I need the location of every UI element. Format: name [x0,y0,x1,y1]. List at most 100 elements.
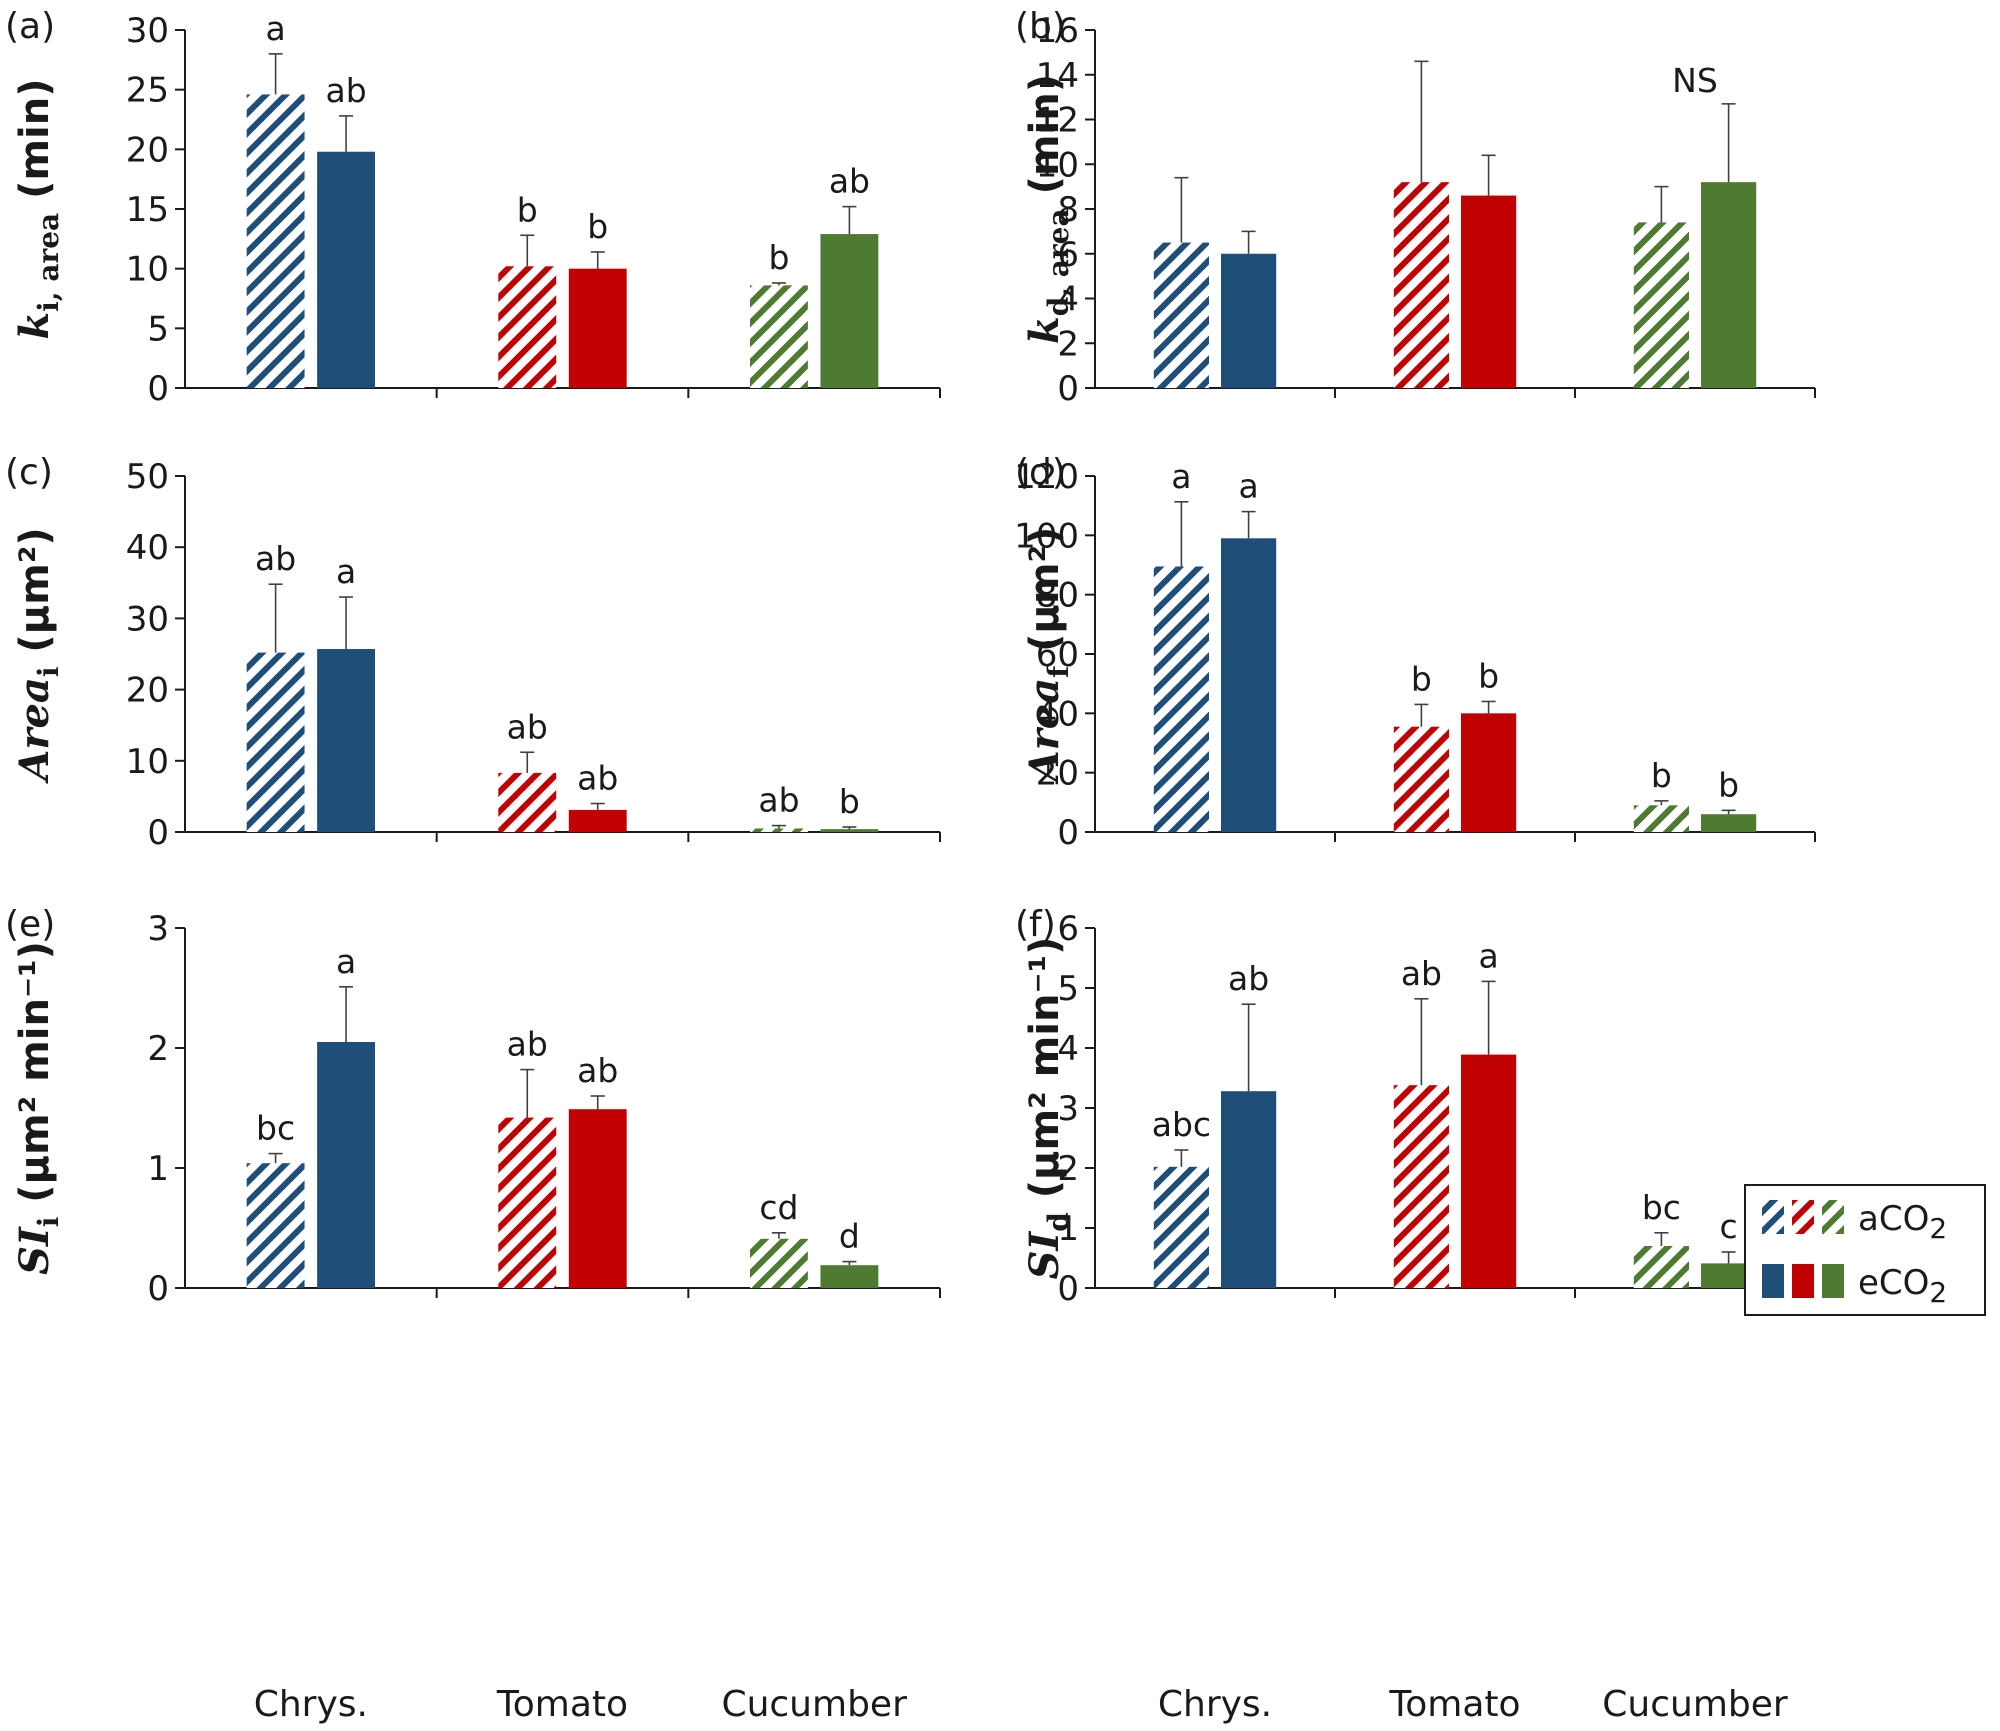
legend-box [1744,1184,1986,1316]
y-tick-label: 30 [126,11,169,51]
significance-label: ab [325,71,366,110]
legend: aCO2 eCO2 [1744,1184,1986,1316]
y-axis-title: SIi (µm² min⁻¹) [11,941,65,1275]
x-category-label: Tomato [496,1684,628,1725]
bar-tomato-eco2 [568,1109,627,1288]
y-tick-label: 15 [126,190,169,230]
significance-label: bc [256,1109,295,1148]
bar-chrys-aco2 [1153,566,1209,832]
panel-label: (d) [1015,452,1066,493]
x-category-label: Cucumber [1602,1684,1788,1725]
x-category-label: Chrys. [1158,1684,1272,1725]
significance-label: b [587,207,608,246]
y-tick-label: 100 [1014,516,1079,556]
bar-tomato-eco2 [568,268,627,388]
bar-chrys-aco2 [1153,1166,1209,1288]
significance-label: b [1651,756,1672,795]
y-tick-label: 3 [147,909,169,949]
y-tick-label: 60 [1036,635,1079,675]
y-tick-label: 120 [1014,457,1079,497]
bar-chrys-eco2 [317,1042,376,1288]
y-tick-label: 10 [126,742,169,782]
y-tick-label: 0 [147,813,169,853]
bar-chrys-eco2 [317,151,376,388]
y-tick-label: 0 [1057,369,1079,409]
y-tick-label: 2 [147,1029,169,1069]
significance-label: ab [1401,954,1442,993]
significance-label: ab [577,759,618,798]
panel-label: (c) [5,452,53,493]
significance-label: b [1478,656,1499,695]
significance-label: a [336,942,356,981]
y-tick-label: 20 [1036,754,1079,794]
bar-cucumber-eco2 [1701,814,1757,832]
bar-tomato-aco2 [498,266,557,388]
x-category-label: Cucumber [721,1684,907,1725]
bar-tomato-eco2 [1461,195,1517,388]
bar-cucumber-eco2 [820,1265,879,1288]
bar-cucumber-eco2 [820,829,879,832]
significance-label: ab [507,707,548,746]
y-tick-label: 14 [1036,56,1079,96]
y-tick-label: 0 [147,1269,169,1309]
y-tick-label: 0 [147,369,169,409]
bar-chrys-eco2 [1221,538,1277,832]
significance-label: a [1478,936,1498,975]
significance-label: ab [758,781,799,820]
y-tick-label: 5 [147,309,169,349]
legend-swatch-aco2-cucumber [1822,1200,1844,1234]
legend-swatch-eco2-cucumber [1822,1264,1844,1298]
y-tick-label: 8 [1057,190,1079,230]
bar-tomato-aco2 [498,772,557,832]
y-tick-label: 4 [1057,1029,1079,1069]
bar-chrys-aco2 [1153,242,1209,388]
significance-label: c [1720,1207,1738,1246]
y-tick-label: 30 [126,599,169,639]
significance-label: ab [577,1051,618,1090]
significance-label: d [839,1217,860,1256]
y-axis-title: kd, area (min) [1021,74,1075,344]
panel-d: 0 20 40 60 80 100 120 a a b b b b (d) Areaf (µm²) [1014,452,1816,853]
legend-swatch-eco2-chrys [1762,1264,1784,1298]
x-category-label: Tomato [1388,1684,1520,1725]
y-tick-label: 0 [1057,1269,1079,1309]
legend-swatch-aco2-chrys [1762,1200,1784,1234]
y-tick-label: 1 [1057,1209,1079,1249]
significance-label: cd [759,1188,798,1227]
significance-label: ab [1228,959,1269,998]
significance-label: a [1238,467,1258,506]
x-category-label: Chrys. [254,1684,368,1725]
y-tick-label: 20 [126,671,169,711]
significance-label: b [768,238,789,277]
y-tick-label: 6 [1057,909,1079,949]
panel-label: (a) [5,6,55,47]
bar-chrys-eco2 [1221,253,1277,388]
annotation-label: NS [1672,61,1718,100]
y-tick-label: 10 [126,250,169,290]
legend-swatch-eco2-tomato [1792,1264,1814,1298]
panel-a: 0 5 10 15 20 25 30 a ab b b b ab (a) ki, area (min) [5,6,941,409]
significance-label: b [1411,659,1432,698]
significance-label: b [1718,765,1739,804]
significance-label: a [1171,457,1191,496]
legend-label-eco2: eCO2 [1858,1263,1947,1309]
bar-cucumber-aco2 [1633,805,1689,832]
significance-label: b [517,190,538,229]
significance-label: bc [1642,1188,1681,1227]
significance-label: ab [255,539,296,578]
y-tick-label: 80 [1036,576,1079,616]
y-tick-label: 10 [1036,145,1079,185]
bar-chrys-eco2 [317,649,376,832]
bar-tomato-aco2 [1393,1085,1449,1288]
y-tick-label: 1 [147,1149,169,1189]
bar-chrys-aco2 [246,1163,305,1288]
y-axis-title: Areai (µm²) [11,527,65,784]
bar-tomato-aco2 [1393,726,1449,832]
y-tick-label: 5 [1057,969,1079,1009]
significance-label: a [265,9,285,48]
bar-tomato-eco2 [568,809,627,832]
